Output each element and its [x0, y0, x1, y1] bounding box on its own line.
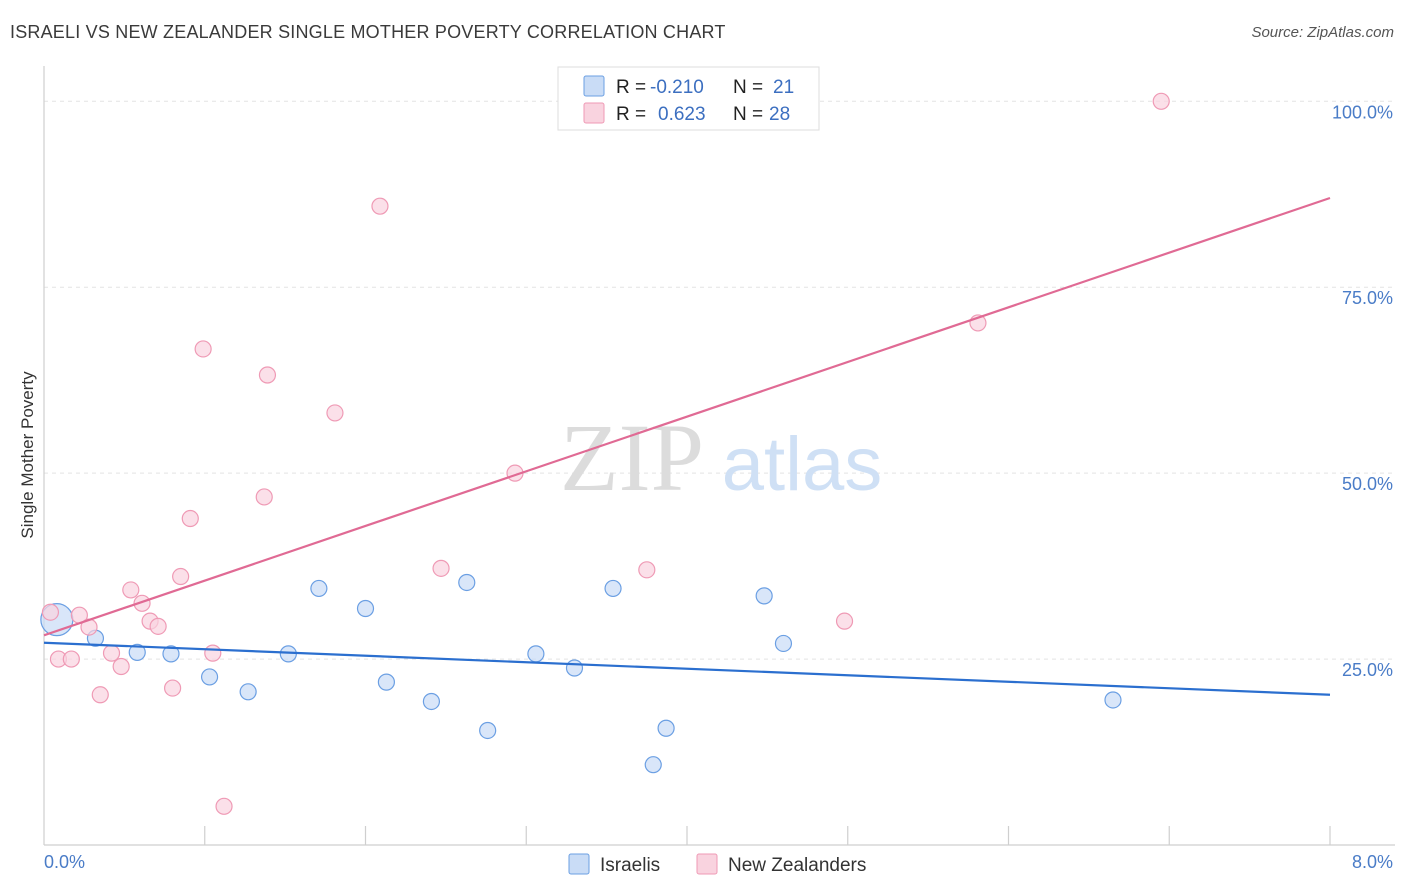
nz-point-9 [133, 594, 151, 612]
nz-n-value: 28 [769, 104, 790, 125]
legend-nz-swatch [696, 853, 718, 875]
y-tick-label-75: 75.0% [1342, 288, 1393, 308]
y-tick-labels: 25.0% 50.0% 75.0% 100.0% [1332, 102, 1393, 680]
nz-point-18 [255, 488, 273, 506]
nz-r-label: R = [616, 104, 646, 125]
y-tick-label-100: 100.0% [1332, 102, 1393, 122]
legend-nz-label: New Zealanders [728, 855, 866, 876]
israelis-swatch [583, 75, 605, 97]
israelis-point-17 [657, 719, 675, 737]
israelis-point-12 [479, 721, 497, 740]
nz-point-8 [122, 581, 140, 599]
israelis-r-label: R = [616, 77, 646, 98]
israelis-point-14 [565, 659, 584, 677]
nz-point-22 [432, 559, 450, 577]
israelis-point-11 [458, 573, 476, 592]
nz-point-17 [215, 797, 233, 815]
nz-point-19 [258, 366, 277, 384]
legend-israelis-swatch [568, 853, 590, 875]
x-tick-label-max: 8.0% [1352, 852, 1393, 872]
nz-swatch [583, 102, 605, 124]
nz-point-0 [41, 603, 60, 621]
nz-point-5 [91, 686, 109, 704]
israelis-point-2 [128, 643, 146, 661]
nz-point-16 [204, 644, 222, 662]
y-axis-label: Single Mother Poverty [18, 371, 37, 539]
x-axis-ticks [204, 826, 1331, 845]
israelis-n-value: 21 [773, 77, 794, 98]
israelis-point-20 [1104, 691, 1122, 709]
grid-lines [44, 100, 1395, 660]
israelis-point-10 [422, 692, 441, 711]
nz-trend-line [43, 196, 1331, 637]
nz-point-6 [102, 644, 121, 662]
israelis-point-15 [604, 579, 622, 598]
nz-point-7 [112, 657, 130, 676]
israelis-point-18 [755, 587, 773, 605]
nz-point-13 [172, 567, 190, 586]
israelis-point-3 [162, 645, 180, 663]
nz-point-25 [835, 612, 854, 630]
series-legend: Israelis New Zealanders [568, 853, 866, 876]
nz-point-27 [1152, 92, 1170, 110]
trend-lines [43, 196, 1331, 696]
israelis-n-label: N = [733, 77, 763, 98]
nz-point-15 [194, 340, 212, 358]
israelis-point-7 [310, 579, 328, 598]
israelis-point-4 [200, 668, 219, 686]
x-tick-label-min: 0.0% [44, 852, 85, 872]
chart-title: ISRAELI VS NEW ZEALANDER SINGLE MOTHER P… [10, 22, 726, 42]
nz-point-11 [149, 617, 167, 635]
source-label: Source: ZipAtlas.com [1251, 24, 1394, 41]
israelis-point-16 [644, 756, 662, 774]
israelis-point-8 [356, 599, 375, 618]
watermark-zip: ZIP [560, 404, 704, 511]
stats-legend: R = -0.210 N = 21 R = 0.623 N = 28 [557, 66, 820, 131]
israelis-r-value: -0.210 [650, 77, 704, 98]
nz-point-21 [371, 197, 389, 215]
nz-point-20 [326, 404, 344, 422]
nz-point-14 [181, 509, 199, 528]
nz-r-value: 0.623 [658, 104, 706, 125]
israelis-point-13 [527, 645, 545, 663]
legend-israelis-label: Israelis [600, 855, 660, 876]
nz-point-12 [164, 679, 182, 697]
israelis-point-9 [377, 673, 395, 691]
israelis-point-5 [239, 683, 257, 701]
y-tick-label-50: 50.0% [1342, 474, 1393, 494]
nz-point-24 [638, 561, 656, 579]
israelis-point-19 [774, 634, 793, 653]
watermark-atlas: atlas [722, 422, 883, 507]
israelis-trend-line [43, 641, 1331, 696]
nz-point-2 [62, 650, 80, 668]
y-tick-label-25: 25.0% [1342, 660, 1393, 680]
nz-n-label: N = [733, 104, 763, 125]
